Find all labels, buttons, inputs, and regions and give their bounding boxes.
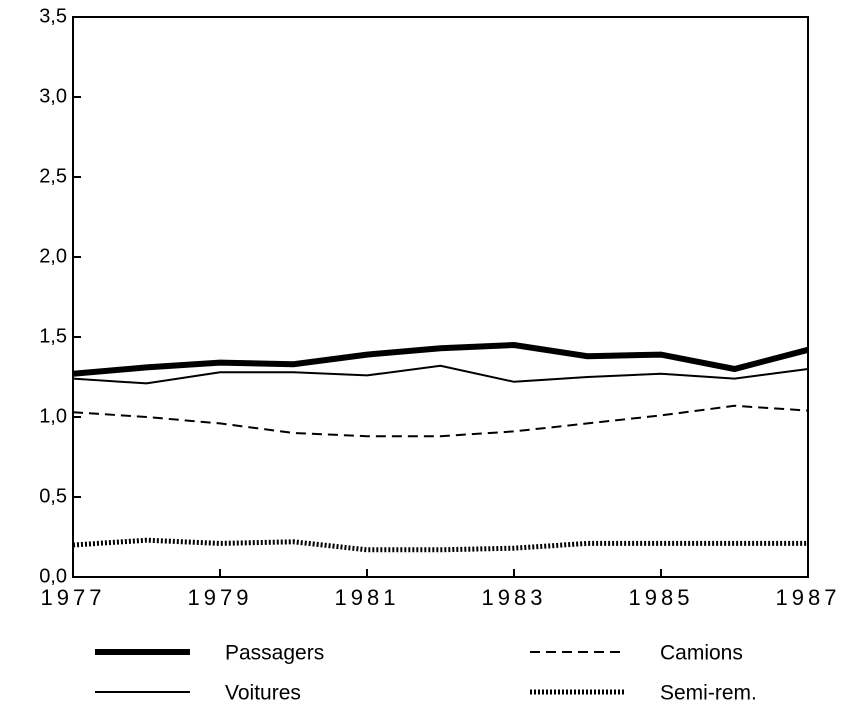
y-tick-label: 0,5 [39, 485, 67, 507]
y-tick-label: 3,0 [39, 85, 67, 107]
x-tick-label: 1977 [41, 585, 106, 610]
x-tick-label: 1985 [629, 585, 694, 610]
x-tick-label: 1987 [776, 585, 841, 610]
legend-label: Semi-rem. [660, 682, 757, 705]
y-tick-label: 2,0 [39, 245, 67, 267]
x-tick-label: 1979 [188, 585, 253, 610]
plot-frame [72, 16, 809, 578]
x-tick-label: 1983 [482, 585, 547, 610]
x-tick-label: 1981 [335, 585, 400, 610]
series-line [72, 341, 809, 377]
series-line [72, 404, 809, 438]
y-tick-label: 1,5 [39, 325, 67, 347]
series-line [72, 537, 808, 553]
legend-label: Passagers [225, 642, 324, 665]
y-tick-label: 3,5 [39, 5, 67, 27]
y-tick-label: 0,0 [39, 565, 67, 587]
y-tick-label: 2,5 [39, 165, 67, 187]
y-tick-label: 1,0 [39, 405, 67, 427]
legend-label: Camions [660, 642, 743, 665]
series-line [72, 364, 809, 385]
legend-label: Voitures [225, 682, 301, 705]
